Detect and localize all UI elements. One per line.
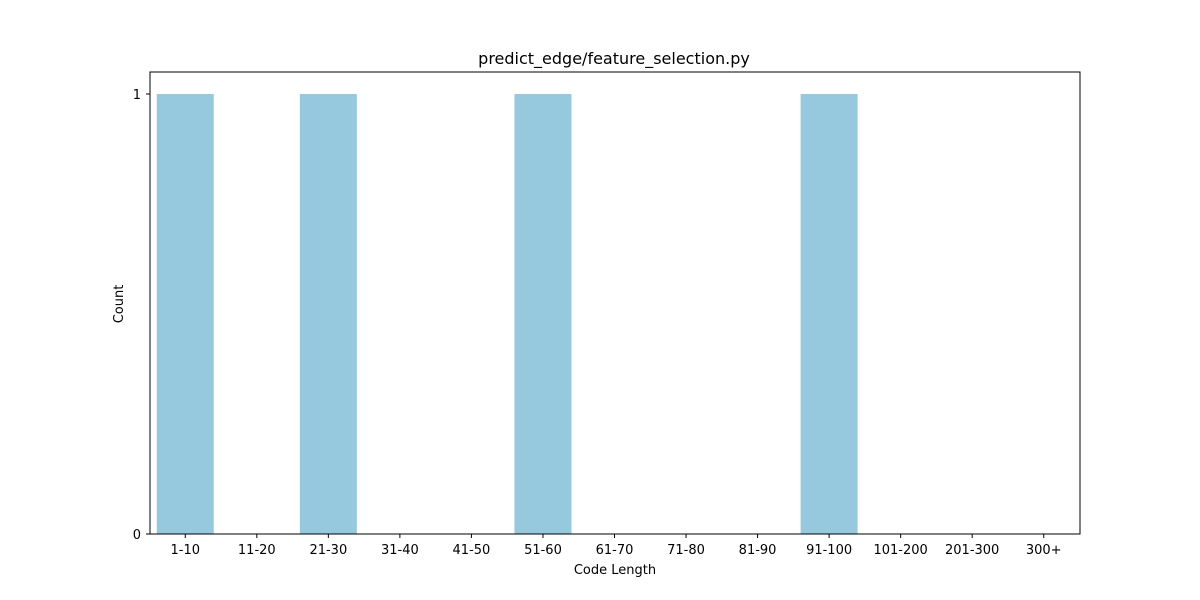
y-axis-ticks: 01 xyxy=(133,88,150,543)
x-tick-label: 61-70 xyxy=(596,543,634,558)
x-tick-label: 201-300 xyxy=(945,543,999,558)
bars-layer xyxy=(156,94,858,534)
plot-frame xyxy=(149,71,1081,535)
x-tick-label: 1-10 xyxy=(171,543,201,558)
x-axis-ticks: 1-10 11-20 21-30 31-40 41-50 51-60 61-70 71-80 8… xyxy=(171,534,1062,558)
bar-1-10 xyxy=(156,94,214,534)
y-tick-label: 1 xyxy=(133,88,141,103)
x-tick-label: 21-30 xyxy=(309,543,347,558)
bar-21-30 xyxy=(299,94,357,534)
y-tick-label: 0 xyxy=(133,528,141,543)
x-tick-label: 51-60 xyxy=(524,543,562,558)
x-tick-label: 71-80 xyxy=(667,543,705,558)
x-axis-label: Code Length xyxy=(574,563,656,578)
x-tick-label: 31-40 xyxy=(381,543,419,558)
x-tick-label: 11-20 xyxy=(238,543,276,558)
x-tick-label: 81-90 xyxy=(739,543,777,558)
x-tick-label: 41-50 xyxy=(453,543,491,558)
x-tick-label: 91-100 xyxy=(806,543,852,558)
bar-51-60 xyxy=(514,94,572,534)
bar-91-100 xyxy=(800,94,858,534)
chart-title: predict_edge/feature_selection.py xyxy=(478,49,750,69)
x-tick-label: 300+ xyxy=(1026,543,1062,558)
x-tick-label: 101-200 xyxy=(873,543,927,558)
y-axis-label: Count xyxy=(112,285,127,324)
